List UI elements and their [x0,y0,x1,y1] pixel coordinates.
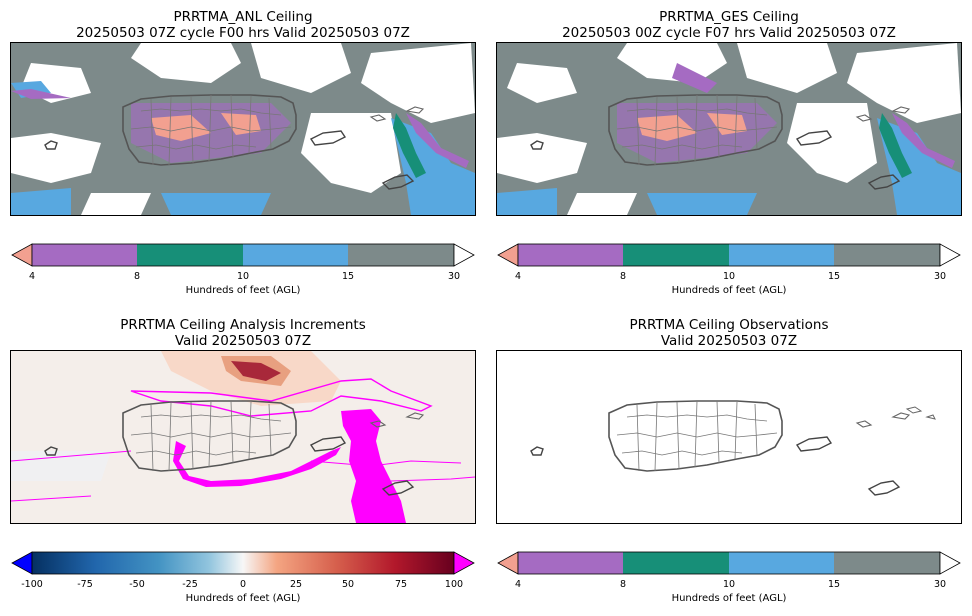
increment-colorbar: -100 -75 -50 -25 0 25 50 75 100 Hundreds… [10,550,476,604]
obs-title-line2: Valid 20250503 07Z [660,333,798,349]
ges-colorbar: 4 8 10 15 30 Hundreds of feet (AGL) [496,242,962,296]
anl-tick-15: 15 [341,271,355,282]
anl-title: PRRTMA_ANL Ceiling 20250503 07Z cycle F0… [10,9,476,41]
ges-ceiling-map [496,42,962,216]
obs-tick-10: 10 [722,579,736,590]
obs-tick-4: 4 [514,579,522,590]
anl-colorbar-strip [11,243,475,267]
ges-title-line1: PRRTMA_GES Ceiling [659,9,799,25]
inc-tick-0: 0 [239,579,247,590]
obs-tick-15: 15 [827,579,841,590]
ges-tick-10: 10 [722,271,736,282]
inc-tick-neg100: -100 [21,579,43,590]
inc-tick-neg50: -50 [129,579,145,590]
inc-title: PRRTMA Ceiling Analysis Increments Valid… [10,317,476,349]
increment-colorbar-label: Hundreds of feet (AGL) [185,593,301,604]
inc-title-line1: PRRTMA Ceiling Analysis Increments [120,317,366,333]
anl-tick-30: 30 [447,271,461,282]
inc-title-line2: Valid 20250503 07Z [174,333,312,349]
anl-tick-8: 8 [133,271,141,282]
increments-map [10,350,476,524]
inc-tick-25: 25 [289,579,303,590]
ges-tick-8: 8 [619,271,627,282]
ges-title: PRRTMA_GES Ceiling 20250503 00Z cycle F0… [496,9,962,41]
ges-tick-4: 4 [514,271,522,282]
obs-title: PRRTMA Ceiling Observations Valid 202505… [496,317,962,349]
observations-map [496,350,962,524]
increment-colorbar-strip [11,551,475,575]
anl-tick-4: 4 [28,271,36,282]
ges-tick-30: 30 [933,271,947,282]
inc-tick-100: 100 [444,579,464,590]
ges-tick-15: 15 [827,271,841,282]
ges-colorbar-label: Hundreds of feet (AGL) [671,285,787,296]
anl-colorbar-label: Hundreds of feet (AGL) [185,285,301,296]
obs-colorbar-label: Hundreds of feet (AGL) [671,593,787,604]
inc-tick-50: 50 [341,579,355,590]
ges-colorbar-strip [497,243,961,267]
anl-title-line2: 20250503 07Z cycle F00 hrs Valid 2025050… [76,25,410,41]
obs-tick-8: 8 [619,579,627,590]
inc-tick-neg75: -75 [77,579,93,590]
obs-colorbar: 4 8 10 15 30 Hundreds of feet (AGL) [496,550,962,604]
obs-tick-30: 30 [933,579,947,590]
inc-tick-75: 75 [394,579,408,590]
inc-tick-neg25: -25 [182,579,198,590]
obs-title-line1: PRRTMA Ceiling Observations [629,317,829,333]
anl-title-line1: PRRTMA_ANL Ceiling [173,9,313,25]
anl-colorbar: 4 8 10 15 30 Hundreds of feet (AGL) [10,242,476,296]
obs-colorbar-strip [497,551,961,575]
ges-title-line2: 20250503 00Z cycle F07 hrs Valid 2025050… [562,25,896,41]
anl-ceiling-map [10,42,476,216]
anl-tick-10: 10 [236,271,250,282]
